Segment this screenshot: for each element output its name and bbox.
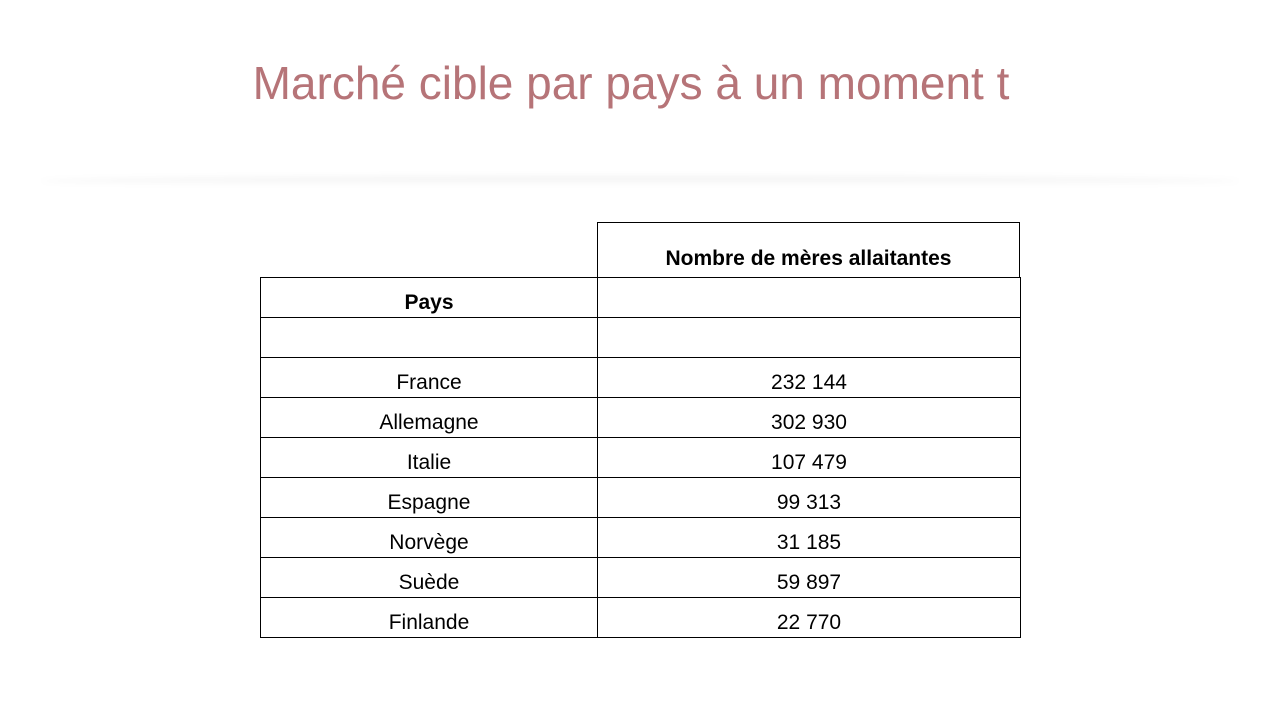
column-header-country: Pays bbox=[260, 277, 598, 318]
table-row: Espagne 99 313 bbox=[260, 477, 1021, 518]
table-row: Norvège 31 185 bbox=[260, 517, 1021, 558]
table-row: France 232 144 bbox=[260, 357, 1021, 398]
table-row: Allemagne 302 930 bbox=[260, 397, 1021, 438]
country-cell: Finlande bbox=[260, 597, 598, 638]
country-cell: Italie bbox=[260, 437, 598, 478]
title-divider-shadow bbox=[40, 176, 1240, 186]
title-band: Marché cible par pays à un moment t bbox=[0, 0, 1280, 178]
column-header-value: Nombre de mères allaitantes bbox=[597, 222, 1020, 277]
empty-cell bbox=[597, 277, 1021, 318]
value-cell: 31 185 bbox=[597, 517, 1021, 558]
empty-cell bbox=[597, 317, 1021, 358]
table-row: Suède 59 897 bbox=[260, 557, 1021, 598]
country-cell: France bbox=[260, 357, 598, 398]
country-market-table: Nombre de mères allaitantes Pays France … bbox=[260, 222, 1021, 644]
country-cell: Allemagne bbox=[260, 397, 598, 438]
table-row: Finlande 22 770 bbox=[260, 597, 1021, 638]
value-cell: 107 479 bbox=[597, 437, 1021, 478]
country-cell: Suède bbox=[260, 557, 598, 598]
table-grid: Pays France 232 144 Allemagne 302 930 It… bbox=[260, 277, 1021, 638]
value-cell: 302 930 bbox=[597, 397, 1021, 438]
country-cell: Norvège bbox=[260, 517, 598, 558]
slide-title: Marché cible par pays à un moment t bbox=[252, 57, 1010, 109]
value-cell: 22 770 bbox=[597, 597, 1021, 638]
country-cell: Espagne bbox=[260, 477, 598, 518]
value-cell: 232 144 bbox=[597, 357, 1021, 398]
table-spacer-row bbox=[260, 317, 1021, 358]
empty-cell bbox=[260, 317, 598, 358]
value-cell: 99 313 bbox=[597, 477, 1021, 518]
table-header-row: Pays bbox=[260, 277, 1021, 318]
value-cell: 59 897 bbox=[597, 557, 1021, 598]
table-row: Italie 107 479 bbox=[260, 437, 1021, 478]
